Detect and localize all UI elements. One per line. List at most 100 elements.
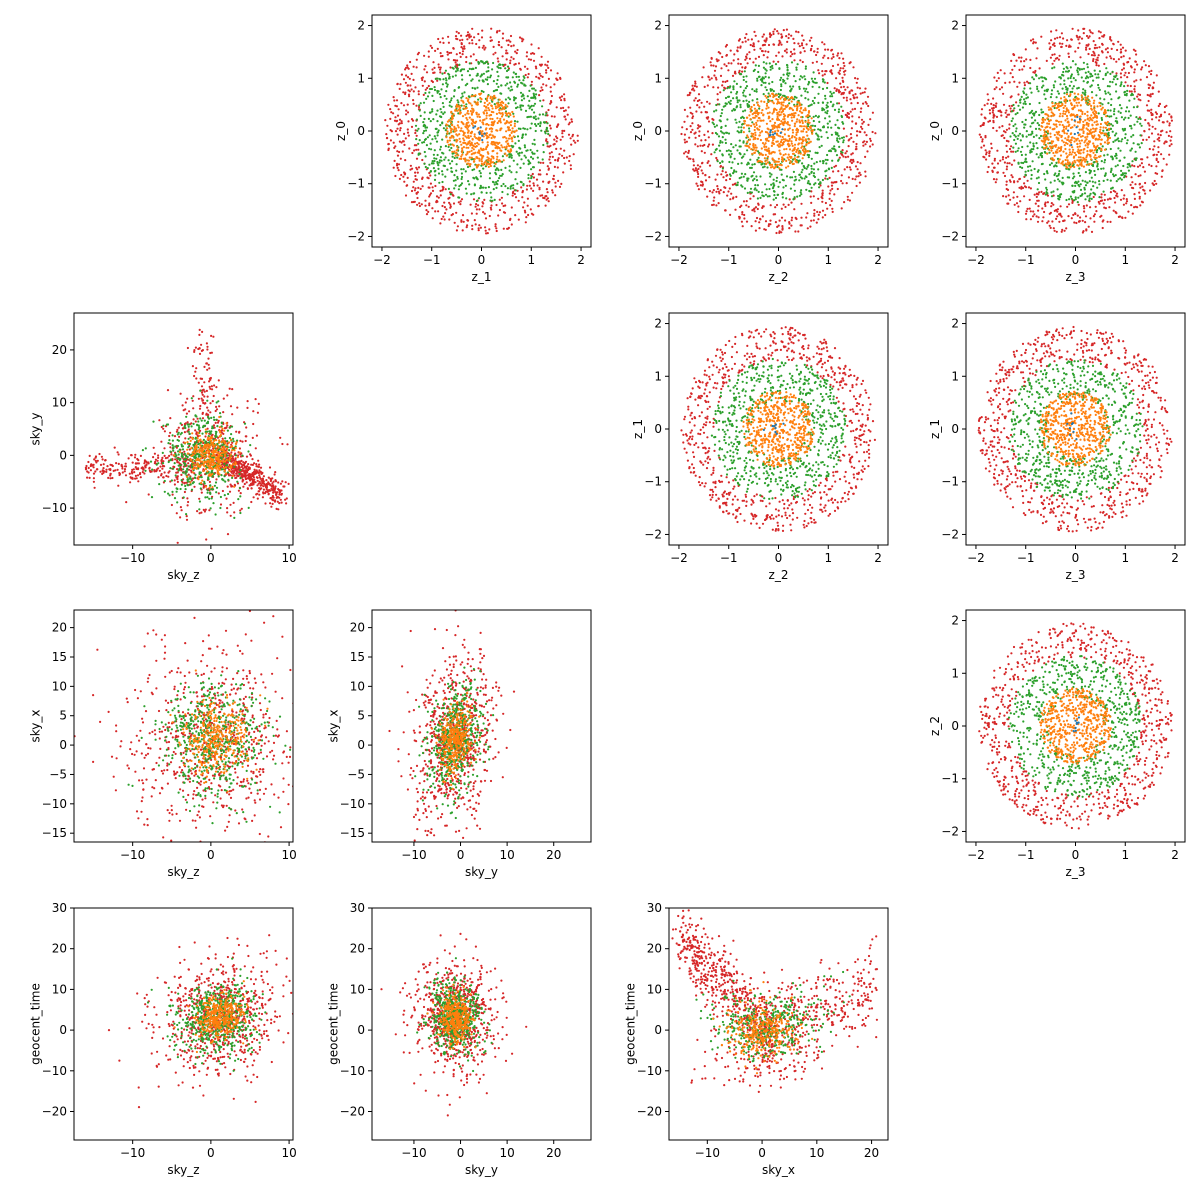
- scatter-point: [874, 132, 877, 135]
- scatter-point: [1029, 210, 1032, 213]
- scatter-point: [1089, 169, 1092, 173]
- scatter-point: [697, 175, 700, 178]
- scatter-point: [1042, 216, 1045, 219]
- scatter-point: [461, 115, 465, 118]
- scatter-point: [439, 52, 442, 55]
- scatter-point: [802, 39, 805, 42]
- scatter-point: [838, 69, 842, 72]
- scatter-point: [746, 53, 749, 56]
- scatter-point: [735, 170, 738, 173]
- scatter-point: [778, 110, 781, 113]
- scatter-point: [443, 206, 446, 209]
- scatter-point: [472, 152, 475, 155]
- scatter-point: [700, 169, 703, 172]
- scatter-point: [730, 152, 733, 155]
- scatter-point: [1107, 132, 1110, 135]
- scatter-point: [471, 144, 474, 147]
- scatter-point: [463, 45, 466, 48]
- scatter-point: [759, 175, 762, 178]
- scatter-point: [493, 103, 496, 106]
- scatter-point: [779, 88, 783, 92]
- scatter-point: [1134, 60, 1137, 63]
- scatter-point: [824, 177, 827, 180]
- scatter-point: [415, 134, 418, 137]
- scatter-point: [813, 162, 816, 165]
- scatter-point: [1100, 50, 1104, 53]
- scatter-point: [1097, 64, 1100, 67]
- scatter-point: [480, 89, 483, 93]
- scatter-point: [491, 98, 494, 101]
- scatter-point: [772, 95, 775, 99]
- scatter-point: [799, 104, 802, 107]
- scatter-point: [472, 53, 475, 56]
- scatter-point: [1133, 165, 1136, 168]
- scatter-point: [798, 179, 801, 182]
- scatter-point: [1119, 111, 1122, 114]
- scatter-point: [415, 192, 418, 195]
- scatter-point: [545, 84, 548, 87]
- scatter-point: [443, 164, 446, 168]
- scatter-point: [771, 92, 774, 95]
- scatter-point: [719, 189, 722, 192]
- scatter-point: [447, 145, 450, 148]
- scatter-point: [729, 155, 732, 158]
- scatter-point: [844, 113, 847, 116]
- scatter-point: [1079, 194, 1082, 198]
- scatter-point: [1119, 198, 1123, 201]
- scatter-point: [512, 44, 515, 47]
- scatter-point: [772, 182, 775, 185]
- scatter-point: [790, 116, 793, 119]
- scatter-point: [563, 97, 566, 100]
- scatter-point: [801, 121, 804, 125]
- scatter-point: [1010, 59, 1013, 63]
- scatter-point: [422, 124, 425, 128]
- scatter-point: [465, 56, 468, 59]
- scatter-point: [1025, 218, 1028, 221]
- scatter-point: [467, 180, 470, 183]
- scatter-point: [423, 162, 426, 165]
- scatter-point: [451, 116, 454, 119]
- scatter-point: [780, 164, 783, 167]
- scatter-point: [454, 70, 458, 73]
- scatter-point: [1119, 177, 1122, 180]
- scatter-point: [694, 136, 697, 139]
- scatter-point: [438, 77, 441, 81]
- scatter-point: [1052, 84, 1055, 87]
- scatter-point: [811, 124, 814, 127]
- scatter-point: [721, 160, 724, 163]
- scatter-point: [1164, 140, 1167, 143]
- scatter-point: [537, 173, 540, 176]
- scatter-point: [1005, 156, 1008, 159]
- scatter-point: [753, 125, 757, 128]
- scatter-point: [487, 136, 490, 139]
- scatter-point: [825, 131, 828, 134]
- scatter-point: [1084, 89, 1087, 92]
- scatter-point: [518, 154, 521, 157]
- scatter-point: [708, 190, 712, 193]
- scatter-point: [769, 129, 773, 132]
- scatter-point: [487, 123, 490, 127]
- scatter-point: [1056, 188, 1059, 191]
- scatter-point: [431, 68, 434, 71]
- scatter-point: [753, 151, 756, 154]
- scatter-point: [559, 147, 562, 150]
- scatter-point: [777, 129, 780, 132]
- scatter-point: [406, 128, 409, 131]
- scatter-point: [784, 219, 787, 222]
- scatter-point: [441, 180, 444, 184]
- scatter-point: [1155, 112, 1158, 115]
- scatter-point: [496, 78, 499, 82]
- scatter-point: [1071, 177, 1075, 180]
- scatter-point: [1126, 84, 1129, 87]
- scatter-point: [1030, 116, 1033, 119]
- scatter-point: [1002, 130, 1006, 133]
- scatter-point: [1002, 92, 1005, 95]
- scatter-point: [753, 48, 756, 51]
- scatter-point: [410, 72, 413, 75]
- scatter-point: [559, 76, 562, 79]
- scatter-point: [1142, 138, 1145, 141]
- scatter-point: [462, 68, 466, 71]
- scatter-point: [424, 199, 427, 202]
- scatter-point: [393, 99, 396, 102]
- scatter-point: [563, 115, 567, 118]
